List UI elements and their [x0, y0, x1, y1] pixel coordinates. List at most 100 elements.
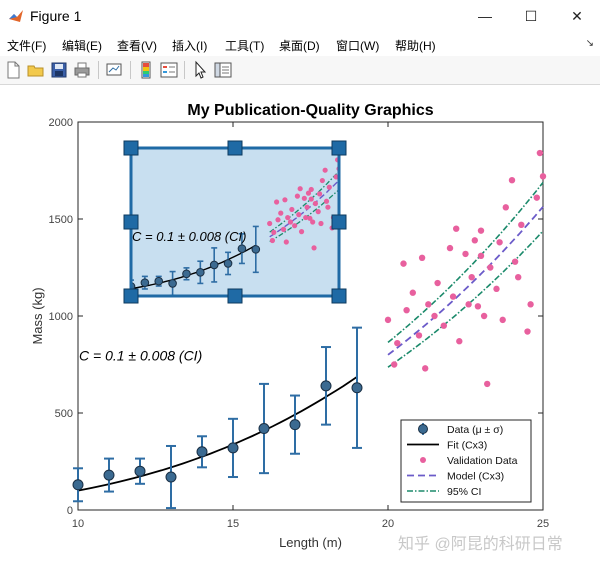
- validation-point: [468, 274, 475, 281]
- data-point: [320, 380, 332, 392]
- y-axis-label: Mass (kg): [30, 287, 45, 344]
- link-plot-icon[interactable]: [104, 60, 124, 80]
- validation-point: [499, 316, 506, 324]
- inset-fit-line: [131, 244, 257, 290]
- inset-validation-point: [287, 219, 294, 225]
- inset-validation-point: [326, 184, 332, 190]
- fit-line: [77, 376, 358, 492]
- inset-validation-point: [308, 196, 314, 202]
- x-tick-label: 10: [72, 518, 84, 530]
- menu-bar: 文件(F) 编辑(E) 查看(V) 插入(I) 工具(T) 桌面(D) 窗口(W…: [0, 32, 600, 56]
- menu-overflow-icon[interactable]: ↘: [585, 38, 594, 49]
- property-inspector-icon[interactable]: [213, 60, 233, 80]
- validation-point: [518, 221, 525, 229]
- validation-point: [453, 225, 460, 232]
- inset-data-point: [223, 259, 233, 268]
- print-icon[interactable]: [72, 60, 92, 80]
- inset-validation-point: [318, 220, 324, 227]
- figure-canvas: My Publication-Quality Graphics 10 15 20 25 0…: [0, 85, 600, 565]
- inset-validation-point: [278, 210, 284, 216]
- inset-validation-point: [296, 212, 302, 218]
- inset-validation-point: [322, 167, 328, 173]
- x-tick-label: 20: [382, 518, 394, 530]
- validation-point: [422, 365, 429, 372]
- selection-handle[interactable]: [123, 140, 139, 156]
- insert-legend-icon[interactable]: [159, 60, 179, 80]
- validation-point: [394, 339, 401, 347]
- inset-validation-point: [303, 214, 309, 221]
- save-icon[interactable]: [49, 60, 69, 80]
- inset-validation-point: [294, 193, 300, 199]
- selection-handle[interactable]: [123, 214, 139, 230]
- inset-ci-upper-line: [269, 170, 339, 233]
- selection-handle[interactable]: [227, 288, 243, 304]
- inset-validation-point: [285, 214, 291, 221]
- menu-insert[interactable]: 插入(I): [172, 39, 208, 53]
- chart: My Publication-Quality Graphics 10 15 20 25 0…: [30, 102, 549, 550]
- inset-validation-point: [267, 220, 273, 227]
- validation-point: [502, 204, 509, 211]
- inset-data-point: [182, 269, 191, 279]
- validation-point: [508, 177, 516, 184]
- model-line: [387, 206, 544, 356]
- inset-data-point: [237, 244, 247, 253]
- close-button[interactable]: ✕: [571, 8, 583, 24]
- title-bar: Figure 1 — ☐ ✕: [0, 0, 600, 32]
- menu-file[interactable]: 文件(F): [7, 39, 47, 53]
- validation-point: [515, 274, 522, 281]
- window-title: Figure 1: [30, 8, 82, 24]
- pointer-icon[interactable]: [190, 60, 210, 80]
- menu-help[interactable]: 帮助(H): [395, 39, 436, 53]
- new-figure-icon[interactable]: [3, 60, 23, 80]
- legend-swatch-validation: [420, 457, 426, 463]
- data-point: [72, 479, 84, 491]
- menu-tools[interactable]: 工具(T): [225, 39, 265, 53]
- validation-point: [524, 328, 531, 335]
- data-point: [103, 469, 115, 481]
- y-tick-label: 1500: [49, 214, 73, 226]
- selection-handle[interactable]: [227, 140, 243, 156]
- open-file-icon[interactable]: [26, 60, 46, 80]
- selection-handle[interactable]: [331, 140, 347, 156]
- inset-validation-point: [280, 226, 287, 232]
- y-tick-label: 500: [55, 408, 73, 420]
- insert-colorbar-icon[interactable]: [136, 60, 156, 80]
- inset-validation-point: [271, 229, 277, 235]
- toolbar-separator: [98, 61, 99, 79]
- legend-label: 95% CI: [447, 486, 481, 498]
- selection-handle[interactable]: [331, 214, 347, 230]
- inset-validation-point: [304, 204, 310, 210]
- y-tick-label: 0: [67, 505, 73, 517]
- inset-validation-point: [319, 177, 325, 184]
- inset-validation-point: [298, 229, 305, 235]
- inset-validation-point: [308, 186, 314, 193]
- minimize-button[interactable]: —: [478, 8, 492, 24]
- validation-point: [431, 312, 438, 320]
- menu-view[interactable]: 查看(V): [117, 39, 157, 53]
- data-point: [227, 442, 239, 454]
- menu-desktop[interactable]: 桌面(D): [279, 39, 320, 53]
- validation-point: [487, 264, 494, 271]
- legend-label: Data (μ ± σ): [447, 424, 503, 436]
- menu-edit[interactable]: 编辑(E): [62, 39, 102, 53]
- validation-point: [484, 380, 491, 388]
- validation-point: [440, 322, 447, 329]
- validation-point: [400, 260, 407, 267]
- inset-validation-point: [297, 186, 303, 192]
- validation-point: [462, 250, 469, 258]
- inset-validation-point: [312, 200, 319, 207]
- validation-point: [477, 252, 485, 260]
- maximize-button[interactable]: ☐: [524, 8, 538, 24]
- selection-handle[interactable]: [331, 288, 347, 304]
- validation-point: [446, 244, 454, 252]
- menu-window[interactable]: 窗口(W): [336, 39, 380, 53]
- inset-validation-point: [325, 204, 331, 210]
- validation-point: [465, 301, 472, 308]
- selection-handle[interactable]: [123, 288, 139, 304]
- validation-point: [403, 306, 410, 314]
- validation-point: [391, 361, 398, 368]
- data-point: [351, 382, 363, 394]
- ci-lower-line: [387, 230, 544, 368]
- inset-validation-point: [282, 197, 288, 203]
- data-point: [258, 423, 270, 435]
